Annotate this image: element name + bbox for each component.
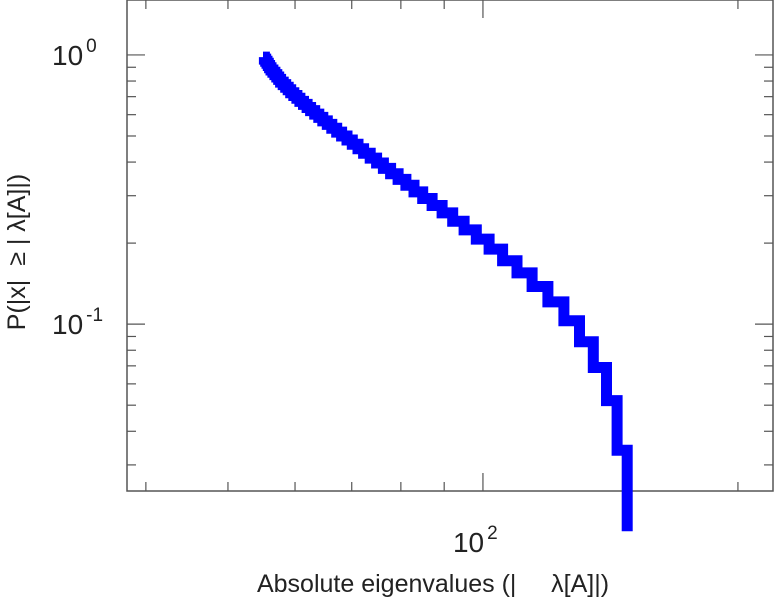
- x-axis-label: Absolute eigenvalues (| λ[A]|): [257, 570, 609, 598]
- y-axis-label: P(|x| ≥ | λ[A]|): [3, 174, 31, 330]
- plot-frame: [126, 0, 774, 492]
- major-ticks: 10 0 10 -1 10 2: [52, 36, 498, 558]
- series-layer: [258, 51, 633, 532]
- y-tick-label: 10 0: [52, 36, 97, 71]
- y-tick-label: 10 -1: [52, 305, 103, 340]
- x-tick-label: 10 2: [453, 523, 498, 558]
- series-line-0: [258, 51, 633, 532]
- minor-ticks: [127, 0, 773, 491]
